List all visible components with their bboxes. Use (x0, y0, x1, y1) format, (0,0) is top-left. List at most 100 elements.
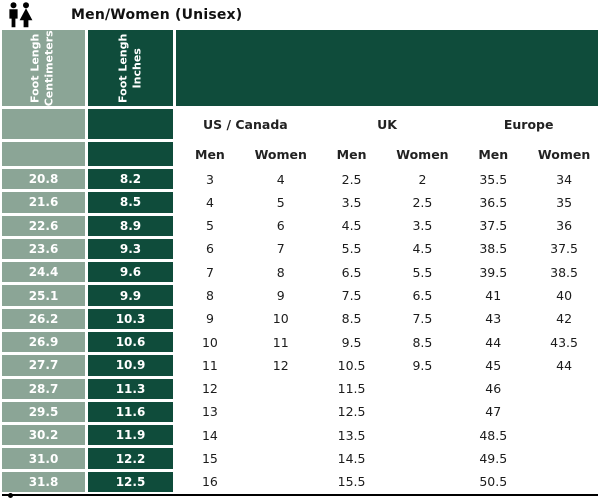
sub-header-us-men: Men (176, 142, 244, 166)
size-value-cell: 44 (459, 332, 528, 353)
cm-value-cell: 31.0 (2, 448, 85, 469)
sub-header-uk-men: Men (317, 142, 386, 166)
size-value-cell: 45 (459, 355, 528, 376)
cm-value-cell: 20.8 (2, 169, 85, 190)
size-value-cell: 50.5 (459, 471, 528, 492)
size-value-cell: 10 (246, 308, 315, 329)
size-value-cell: 4.5 (388, 238, 457, 260)
cm-value-cell: 25.1 (2, 285, 85, 306)
size-value-cell: 8 (246, 262, 315, 283)
size-value-cell: 12 (246, 355, 315, 376)
size-value-cell: 15.5 (317, 471, 386, 492)
size-value-cell: 42 (530, 308, 598, 329)
cm-value-cell: 31.8 (2, 471, 85, 492)
cm-value-cell: 30.2 (2, 425, 85, 446)
sub-header-europe-men: Men (459, 142, 528, 166)
size-value-cell: 9 (246, 285, 315, 306)
inches-value-cell: 10.3 (88, 308, 173, 329)
size-value-cell: 4 (246, 169, 315, 190)
size-value-cell: 41 (459, 285, 528, 306)
size-value-cell (530, 425, 598, 446)
size-value-cell (246, 448, 315, 469)
sub-header-us-women: Women (246, 142, 315, 166)
size-value-cell: 36.5 (459, 192, 528, 213)
size-value-cell: 14.5 (317, 448, 386, 469)
inches-value-cell: 11.3 (88, 378, 173, 399)
size-value-cell: 34 (530, 169, 598, 190)
cm-value-cell: 27.7 (2, 355, 85, 376)
size-value-cell: 15 (176, 448, 244, 469)
inches-value-cell: 12.2 (88, 448, 173, 469)
size-value-cell: 46 (459, 378, 528, 399)
size-value-cell (246, 425, 315, 446)
col-header-inches-line1: Foot Lengh (116, 33, 130, 103)
page-title: Men/Women (Unisex) (71, 7, 243, 23)
spacer-cell-dark (88, 142, 173, 166)
col-header-centimeters: Foot Lengh Centimeters (2, 30, 85, 106)
size-value-cell: 9.5 (388, 355, 457, 376)
size-value-cell: 13 (176, 401, 244, 423)
col-header-inches-label: Foot Lengh Inches (116, 33, 145, 102)
cm-value-cell: 24.4 (2, 262, 85, 283)
size-value-cell: 43.5 (530, 332, 598, 353)
size-value-cell: 7 (176, 262, 244, 283)
size-value-cell: 12 (176, 378, 244, 399)
col-header-centimeters-line2: Centimeters (43, 30, 57, 106)
footnote-dot (8, 493, 13, 498)
size-value-cell: 8.5 (388, 332, 457, 353)
size-value-cell: 38.5 (530, 262, 598, 283)
man-woman-icon (5, 2, 35, 28)
inches-value-cell: 8.2 (88, 169, 173, 190)
inches-value-cell: 8.9 (88, 215, 173, 236)
size-value-cell: 5 (246, 192, 315, 213)
title-bar: Men/Women (Unisex) (0, 0, 600, 30)
size-value-cell: 2 (388, 169, 457, 190)
size-value-cell: 39.5 (459, 262, 528, 283)
size-value-cell: 37.5 (459, 215, 528, 236)
size-value-cell: 3.5 (388, 215, 457, 236)
spacer-cell-sage (2, 142, 85, 166)
size-value-cell: 8.5 (317, 308, 386, 329)
col-header-centimeters-label: Foot Lengh Centimeters (29, 30, 58, 106)
size-value-cell: 11.5 (317, 378, 386, 399)
size-value-cell: 40 (530, 285, 598, 306)
group-header-uk: UK (317, 109, 457, 139)
size-value-cell: 10.5 (317, 355, 386, 376)
cm-value-cell: 28.7 (2, 378, 85, 399)
size-value-cell: 36 (530, 215, 598, 236)
col-header-inches-line2: Inches (130, 47, 144, 89)
size-value-cell: 5.5 (388, 262, 457, 283)
inches-value-cell: 11.9 (88, 425, 173, 446)
size-value-cell: 4 (176, 192, 244, 213)
cm-value-cell: 23.6 (2, 238, 85, 260)
size-value-cell: 10 (176, 332, 244, 353)
size-value-cell (530, 448, 598, 469)
cm-value-cell: 21.6 (2, 192, 85, 213)
size-value-cell: 48.5 (459, 425, 528, 446)
size-value-cell (530, 378, 598, 399)
size-value-cell: 35 (530, 192, 598, 213)
size-value-cell: 4.5 (317, 215, 386, 236)
size-value-cell: 9 (176, 308, 244, 329)
size-value-cell (246, 471, 315, 492)
size-value-cell: 2.5 (388, 192, 457, 213)
col-header-inches: Foot Lengh Inches (88, 30, 173, 106)
size-value-cell: 37.5 (530, 238, 598, 260)
col-header-centimeters-line1: Foot Lengh (29, 33, 43, 103)
size-value-cell: 3.5 (317, 192, 386, 213)
size-value-cell: 7.5 (317, 285, 386, 306)
size-value-cell: 11 (176, 355, 244, 376)
size-value-cell: 6 (176, 238, 244, 260)
size-value-cell: 3 (176, 169, 244, 190)
inches-value-cell: 9.3 (88, 238, 173, 260)
size-value-cell: 6.5 (388, 285, 457, 306)
size-value-cell (246, 401, 315, 423)
inches-value-cell: 10.6 (88, 332, 173, 353)
group-header-europe: Europe (459, 109, 598, 139)
size-value-cell: 38.5 (459, 238, 528, 260)
size-value-cell: 35.5 (459, 169, 528, 190)
size-value-cell: 14 (176, 425, 244, 446)
cm-value-cell: 22.6 (2, 215, 85, 236)
size-value-cell (388, 401, 457, 423)
cm-value-cell: 26.2 (2, 308, 85, 329)
